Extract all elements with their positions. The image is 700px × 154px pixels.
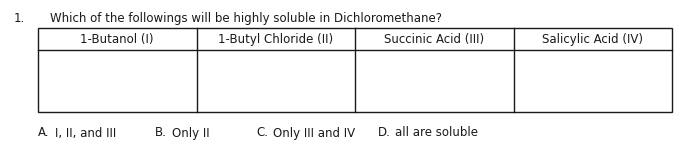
Text: Only III and IV: Only III and IV bbox=[273, 126, 355, 140]
Text: 1-Butanol (I): 1-Butanol (I) bbox=[80, 32, 154, 45]
Text: Salicylic Acid (IV): Salicylic Acid (IV) bbox=[542, 32, 643, 45]
Bar bbox=[38, 28, 672, 112]
Text: 1-Butyl Chloride (II): 1-Butyl Chloride (II) bbox=[218, 32, 333, 45]
Text: Which of the followings will be highly soluble in Dichloromethane?: Which of the followings will be highly s… bbox=[50, 12, 442, 25]
Text: B.: B. bbox=[155, 126, 167, 140]
Text: 1.: 1. bbox=[14, 12, 25, 25]
Text: A.: A. bbox=[38, 126, 50, 140]
Text: D.: D. bbox=[378, 126, 391, 140]
Text: Only II: Only II bbox=[172, 126, 209, 140]
Text: all are soluble: all are soluble bbox=[395, 126, 478, 140]
Text: I, II, and III: I, II, and III bbox=[55, 126, 116, 140]
Text: Succinic Acid (III): Succinic Acid (III) bbox=[384, 32, 484, 45]
Text: C.: C. bbox=[256, 126, 268, 140]
